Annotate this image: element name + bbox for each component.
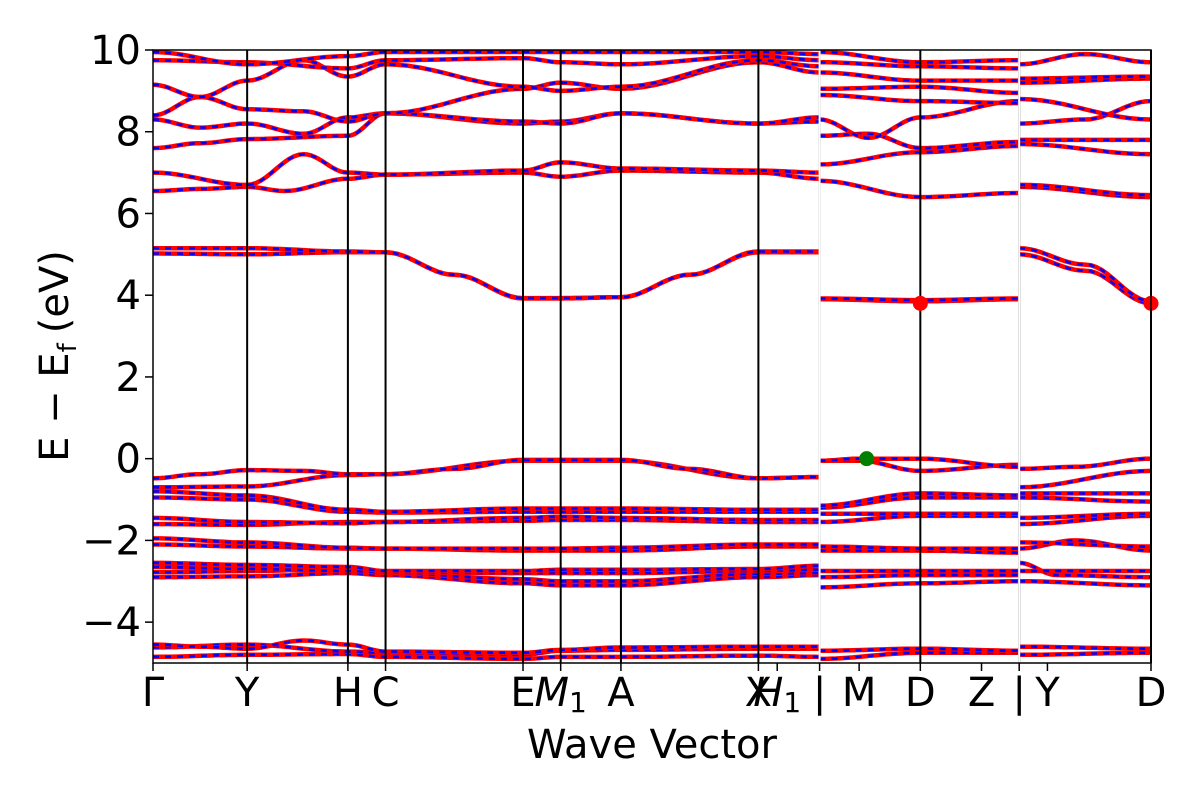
y-axis-title-sub: f <box>53 342 83 352</box>
bands-layer <box>153 50 1151 662</box>
x-tick-label-12: Z <box>968 670 995 716</box>
band-line-spin-down-s3-2 <box>1019 580 1151 587</box>
y-tick-label-2: 0 <box>116 437 141 483</box>
x-tick-label-13: | <box>1012 670 1025 716</box>
band-line-spin-down-s3-9 <box>1019 496 1151 503</box>
cbm-marker-0 <box>912 295 928 311</box>
band-line-spin-up-s1-18 <box>153 151 820 188</box>
y-axis-title-main: E − E <box>32 352 78 462</box>
band-line-spin-up-s1-15 <box>153 250 820 301</box>
band-line-spin-down-s1-16 <box>153 246 820 300</box>
band-line-spin-down-s3-7 <box>1019 514 1151 526</box>
band-line-spin-up-s3-20 <box>1019 96 1151 122</box>
band-line-spin-down-s1-18 <box>153 152 820 187</box>
band-line-spin-down-s3-3 <box>1019 561 1151 579</box>
y-tick-label-7: 10 <box>90 28 141 74</box>
band-line-spin-down-s3-23 <box>1019 52 1151 66</box>
band-line-spin-up-s3-11 <box>1019 468 1151 490</box>
band-line-spin-down-s3-19 <box>1019 99 1151 125</box>
band-line-spin-down-s1-14 <box>153 458 820 480</box>
x-tick-label-0: Γ <box>142 670 165 716</box>
y-axis-title-unit: (eV) <box>32 250 78 333</box>
y-tick-label-3: 2 <box>116 355 141 401</box>
x-tick-label-3: C <box>372 670 400 716</box>
band-line-spin-down-s3-20 <box>1019 97 1151 121</box>
band-line-spin-down-s3-1 <box>1019 645 1151 650</box>
x-tick-label-1: Y <box>234 670 260 716</box>
x-tick-label-7: X <box>745 670 772 716</box>
band-line-spin-down-s1-15 <box>153 251 820 300</box>
band-line-spin-up-s3-23 <box>1019 51 1151 67</box>
band-line-spin-down-s3-6 <box>1019 541 1151 548</box>
x-tick-label-6: A <box>607 670 635 716</box>
band-line-spin-down-s3-16 <box>1019 183 1151 197</box>
x-axis-ticks: Γ Y H C EM1 A XH1 | M D Z | Y D <box>142 663 1167 719</box>
band-line-spin-down-s1-20 <box>153 111 820 136</box>
band-line-spin-down-s3-0 <box>1019 651 1151 657</box>
x-tick-label-9: | <box>813 670 826 716</box>
x-tick-label-4: E <box>510 670 535 716</box>
x-tick-label-14: Y <box>1034 670 1060 716</box>
y-tick-label-5: 6 <box>116 191 141 237</box>
x-tick-label-15: D <box>1136 670 1167 716</box>
band-line-spin-down-s3-14 <box>1019 246 1151 303</box>
plot-frame <box>152 49 1152 664</box>
x-tick-label-2: H <box>333 670 363 716</box>
band-line-spin-down-s2-17 <box>819 132 1020 150</box>
band-edge-markers <box>859 295 1159 467</box>
x-tick-label-8: H1 <box>753 670 801 719</box>
x-tick-label-5: M1 <box>535 670 587 719</box>
x-tick-label-10: M <box>842 670 877 716</box>
y-tick-label-0: −4 <box>82 600 141 646</box>
x-axis-title: Wave Vector <box>527 722 778 768</box>
band-line-spin-down-s2-18 <box>819 99 1020 140</box>
band-line-spin-up-s2-12 <box>819 456 1020 470</box>
y-axis-ticks: −4 −2 0 2 4 6 8 10 <box>82 28 153 646</box>
band-line-spin-up-s3-13 <box>1019 252 1151 306</box>
band-line-spin-down-s1-22 <box>153 58 820 99</box>
vbm-marker-2 <box>859 451 875 467</box>
band-line-spin-down-s2-15 <box>819 179 1020 199</box>
band-line-spin-down-s3-8 <box>1019 512 1151 520</box>
y-axis-title: E − Ef (eV) <box>32 250 83 462</box>
band-line-spin-up-s1-21 <box>153 60 820 124</box>
band-line-spin-down-s3-11 <box>1019 469 1151 489</box>
y-tick-label-4: 4 <box>116 273 141 319</box>
band-line-spin-down-s3-22 <box>1019 75 1151 80</box>
x-tick-label-11: D <box>905 670 936 716</box>
band-line-spin-up-s3-12 <box>1019 456 1151 472</box>
y-tick-label-6: 8 <box>116 110 141 156</box>
band-line-spin-down-s3-17 <box>1019 142 1151 156</box>
y-tick-label-1: −2 <box>82 518 141 564</box>
